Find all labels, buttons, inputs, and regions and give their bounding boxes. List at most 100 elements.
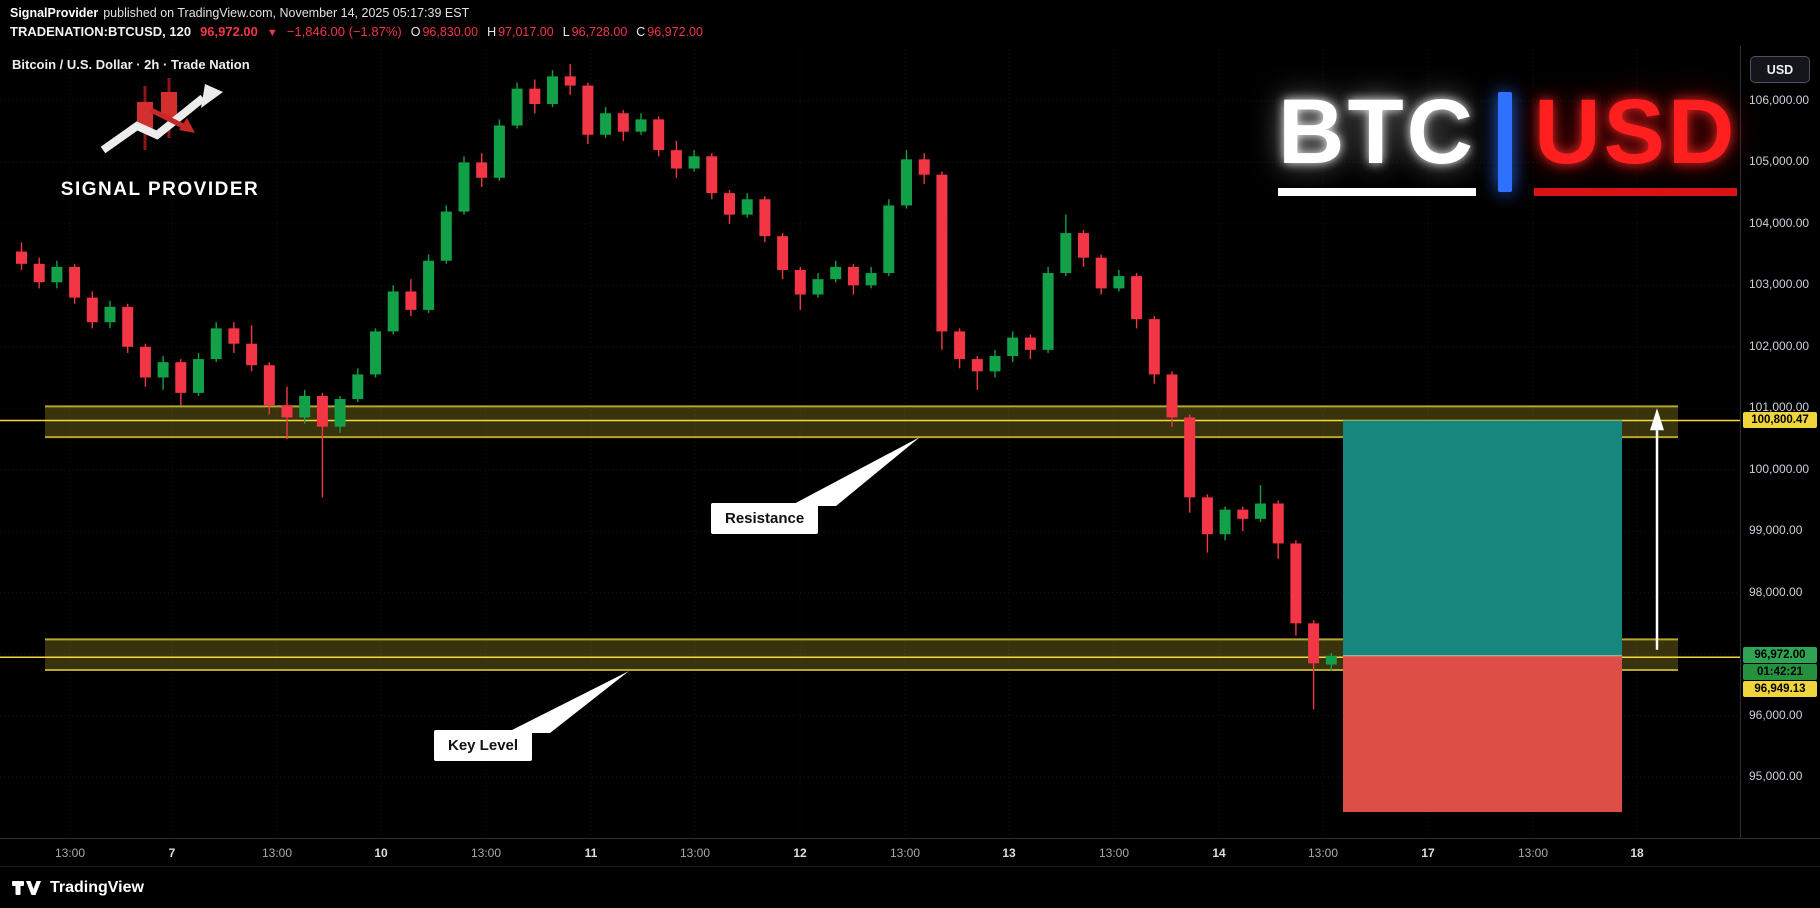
signal-provider-logo-text: SIGNAL PROVIDER (60, 179, 260, 200)
resistance-label[interactable]: Resistance (711, 503, 819, 534)
footer: TradingView (0, 866, 1820, 908)
header: SignalProvider published on TradingView.c… (10, 6, 703, 39)
candle-body (759, 199, 771, 237)
price-axis-label: 104,000.00 (1749, 215, 1810, 230)
candle-body (210, 328, 222, 360)
candle-body (1219, 509, 1231, 535)
chart-legend[interactable]: Bitcoin / U.S. Dollar · 2h · Trade Natio… (12, 57, 250, 72)
candle-body (1201, 497, 1213, 535)
tradingview-logo-text[interactable]: TradingView (50, 878, 144, 896)
candle-body (1184, 417, 1196, 498)
candle-body (1131, 276, 1143, 320)
price-axis-label: 106,000.00 (1749, 92, 1810, 107)
time-axis-label: 14 (1212, 846, 1226, 860)
price-scale[interactable]: 106,000.00 105,000.00 104,000.00 103,000.00… (1740, 46, 1820, 838)
candle-body (476, 162, 488, 178)
candle-body (529, 88, 541, 105)
signal-provider-logo: SIGNAL PROVIDER (40, 70, 280, 201)
candle-body (1290, 543, 1302, 624)
time-axis-label: 13:00 (1098, 846, 1130, 860)
candle-body (139, 346, 151, 378)
candle-body (830, 266, 842, 280)
time-axis-label: 13 (1002, 846, 1016, 860)
last-price-tag: 96,972.00 (1743, 647, 1817, 664)
candle-body (246, 343, 258, 366)
candle-body (281, 405, 293, 418)
candle-body (405, 291, 417, 310)
close-label: C (636, 25, 646, 39)
long-position-risk-zone[interactable] (1343, 655, 1622, 813)
candle-body (865, 273, 877, 286)
candle-body (16, 251, 27, 264)
candle-body (1060, 233, 1072, 274)
candle-body (423, 260, 435, 310)
price-axis-label: 99,000.00 (1749, 523, 1803, 538)
candle-body (334, 399, 346, 427)
symbol-row: TRADENATION:BTCUSD, 120 96,972.00 ▼ −1,8… (10, 24, 703, 39)
time-axis-label: 10 (374, 846, 388, 860)
ohlc-open: O 96,830.00 (411, 25, 478, 39)
candle-body (812, 279, 824, 295)
high-value: 97,017.00 (498, 25, 554, 39)
publisher-name: SignalProvider (10, 6, 99, 20)
candle-body (1255, 503, 1266, 519)
candle-body (387, 291, 399, 332)
candle-body (299, 395, 311, 418)
candle-body (901, 159, 912, 206)
watermark-divider-bar (1498, 92, 1513, 192)
candle-body (670, 150, 682, 169)
price-axis-label: 98,000.00 (1749, 584, 1803, 599)
candlestick-chart[interactable] (0, 0, 1740, 866)
callout-pointer (506, 671, 629, 733)
candle-body (1272, 503, 1284, 544)
candle-body (1148, 319, 1160, 375)
high-label: H (487, 25, 497, 39)
candle-body (582, 85, 594, 135)
price-axis-label: 102,000.00 (1749, 338, 1810, 353)
currency-toggle-button[interactable]: USD (1750, 56, 1810, 83)
candle-body (724, 193, 735, 215)
candle-body (1113, 276, 1125, 289)
candle-countdown-tag: 01:42:21 (1743, 664, 1817, 681)
candle-body (370, 331, 381, 375)
key-level-label[interactable]: Key Level (434, 730, 533, 761)
candle-body (883, 205, 895, 274)
resistance-price-tag: 100,800.47 (1743, 411, 1817, 428)
candle-body (1007, 337, 1019, 356)
time-axis-label: 13:00 (679, 846, 711, 860)
candle-body (918, 159, 930, 175)
candle-body (989, 355, 1001, 372)
candle-body (263, 365, 275, 406)
candle-body (635, 119, 647, 132)
candle-body (936, 174, 948, 332)
time-axis-label: 11 (584, 846, 598, 860)
ohlc-high: H 97,017.00 (487, 25, 554, 39)
candle-body (193, 359, 204, 393)
candle-body (33, 263, 45, 283)
published-info: published on TradingView.com, November 1… (103, 6, 470, 20)
symbol-title[interactable]: TRADENATION:BTCUSD, 120 (10, 24, 192, 39)
candle-body (157, 362, 169, 378)
watermark-quote-currency: USD (1534, 86, 1738, 196)
candle-body (1095, 257, 1107, 289)
tradingview-logo-icon[interactable] (12, 878, 42, 898)
ohlc-close: C 96,972.00 (636, 25, 703, 39)
candle-body (1166, 374, 1178, 418)
candle-body (1237, 509, 1249, 519)
long-position-profit-zone[interactable] (1343, 420, 1622, 656)
candle-body (104, 306, 116, 323)
candle-body (688, 156, 700, 169)
candle-body (617, 113, 629, 132)
candle-body (706, 156, 718, 194)
candle-body (228, 328, 240, 344)
candle-body (954, 331, 966, 360)
candle-body (794, 269, 806, 295)
low-value: 96,728.00 (571, 25, 628, 39)
time-axis-label: 18 (1630, 846, 1644, 860)
watermark-base-currency: BTC (1278, 86, 1477, 196)
candle-body (741, 199, 753, 215)
time-scale[interactable]: 13:00 7 13:00 10 13:00 11 13:00 12 13:00 13 13:00 1… (0, 838, 1820, 867)
time-axis-label: 13:00 (1307, 846, 1339, 860)
candle-body (1325, 655, 1337, 665)
